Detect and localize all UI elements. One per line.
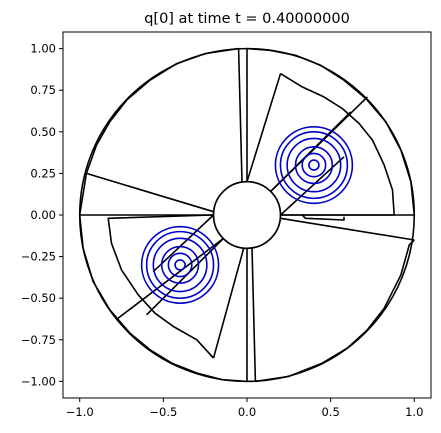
grid-patch-edge <box>152 214 215 273</box>
contour-line <box>286 137 342 193</box>
contour-line <box>301 152 327 178</box>
chart-title: q[0] at time t = 0.40000000 <box>144 11 350 27</box>
grid-patch-edge <box>212 248 245 359</box>
y-tick-label: 0.00 <box>30 208 56 222</box>
y-tick-label: 0.25 <box>30 166 56 180</box>
y-tick-label: −1.00 <box>21 374 56 388</box>
grid-patch-edge <box>251 248 257 382</box>
y-tick-label: −0.75 <box>21 333 56 347</box>
grid-patch-edge <box>86 172 214 213</box>
y-tick-label: −0.25 <box>21 250 56 264</box>
contour-line <box>174 259 186 271</box>
x-tick-label: 0.5 <box>321 405 339 419</box>
grid-outline-layer <box>78 47 416 383</box>
x-tick-label: 1.0 <box>405 405 423 419</box>
annulus-hole <box>212 180 282 250</box>
grid-patch-edge <box>255 239 415 383</box>
contour-line <box>145 230 215 299</box>
contour-layer <box>140 126 354 304</box>
contour-line <box>160 245 200 285</box>
y-tick-label: 1.00 <box>30 42 56 56</box>
contour-line <box>167 252 193 278</box>
y-tick-label: −0.50 <box>21 291 56 305</box>
contour-line <box>152 237 208 293</box>
grid-patch-edge <box>117 237 225 319</box>
grid-patch-edge <box>107 214 215 359</box>
grid-patch-edge <box>280 217 415 241</box>
grid-patch-edge <box>246 73 282 182</box>
grid-patch-edge <box>237 48 243 182</box>
y-tick-label: 0.75 <box>30 83 56 97</box>
contour-line <box>140 225 220 304</box>
contour-line <box>274 126 354 205</box>
contour-line <box>279 131 349 200</box>
grid-patch-edge <box>279 156 345 216</box>
grid-patch-edge <box>280 72 396 216</box>
tick-layer: −1.0 −0.5 0.0 0.5 1.0 1.00 0.75 0.50 0.25 0.00 −0.… <box>21 42 424 419</box>
grid-patch-edge <box>78 47 239 216</box>
grid-patch-edge <box>301 214 345 221</box>
contour-line <box>308 159 320 171</box>
x-tick-label: 0.0 <box>238 405 256 419</box>
contour-line <box>294 145 334 185</box>
plot-frame <box>62 31 432 399</box>
x-tick-label: −0.5 <box>149 405 177 419</box>
y-tick-label: 0.50 <box>30 125 56 139</box>
grid-patch-edge <box>246 47 416 216</box>
grid-patch-edge <box>78 214 248 383</box>
x-tick-label: −1.0 <box>66 405 94 419</box>
